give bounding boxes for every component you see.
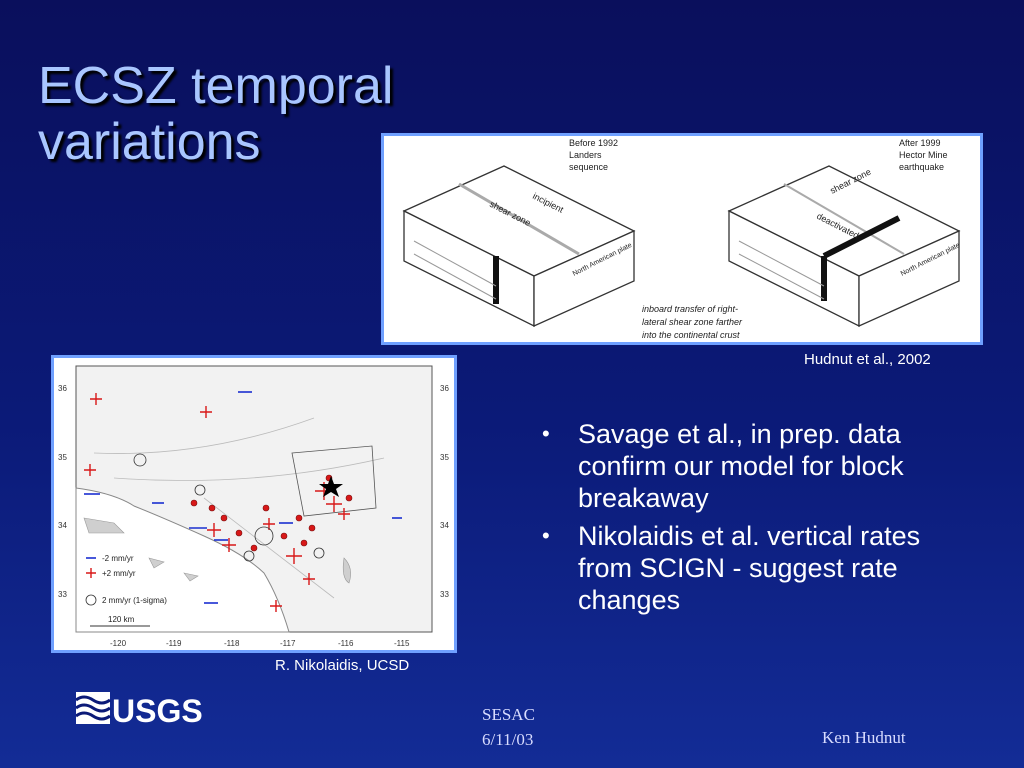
left-header-line-3: sequence <box>569 162 608 172</box>
note-line-2: lateral shear zone farther <box>642 317 743 327</box>
right-header-line-1: After 1999 <box>899 138 941 148</box>
lat-label-36: 36 <box>58 384 67 393</box>
block-diagram-svg: Before 1992 Landers sequence After 1999 … <box>402 138 961 340</box>
study-box <box>291 445 377 517</box>
lat-label-33: 33 <box>58 590 67 599</box>
right-block <box>727 165 961 328</box>
usgs-logo-text: USGS <box>112 693 203 728</box>
map-legend: -2 mm/yr +2 mm/yr 2 mm/yr (1-sigma) 120 … <box>85 554 167 627</box>
salton-sea <box>342 557 351 584</box>
velocity-symbols <box>84 391 402 612</box>
ocean <box>75 487 290 633</box>
left-block <box>402 165 636 328</box>
lat-label-33-right: 33 <box>440 590 449 599</box>
lon-label-115: -115 <box>394 639 410 648</box>
bullet-item: • Savage et al., in prep. data confirm o… <box>542 418 962 514</box>
lon-label-118: -118 <box>224 639 240 648</box>
title-line-2: variations <box>38 113 261 171</box>
right-header-line-2: Hector Mine <box>899 150 948 160</box>
footer-author: Ken Hudnut <box>822 728 906 747</box>
bullet-item: • Nikolaidis et al. vertical rates from … <box>542 520 962 616</box>
lat-label-34: 34 <box>58 521 67 530</box>
fault-lines <box>93 417 385 599</box>
right-header-line-3: earthquake <box>899 162 944 172</box>
top-figure-credit: Hudnut et al., 2002 <box>804 351 931 368</box>
block-diagram-figure: Before 1992 Landers sequence After 1999 … <box>381 133 983 345</box>
footer-event: SESAC <box>482 705 535 724</box>
islands <box>83 517 199 582</box>
left-header-line-1: Before 1992 <box>569 138 618 148</box>
lat-label-35-right: 35 <box>440 453 449 462</box>
bullet-text: Savage et al., in prep. data confirm our… <box>578 419 904 513</box>
title-line-1: ECSZ temporal <box>38 57 394 115</box>
lat-label-34-right: 34 <box>440 521 449 530</box>
velocity-map-svg: 36 35 34 33 36 35 34 33 -120 -119 -118 -… <box>58 365 449 648</box>
map-figure-credit: R. Nikolaidis, UCSD <box>275 657 410 674</box>
lon-label-116: -116 <box>338 639 354 648</box>
lon-label-120: -120 <box>110 639 127 648</box>
lat-label-36-right: 36 <box>440 384 449 393</box>
bullet-dot: • <box>542 421 550 446</box>
left-header-line-2: Landers <box>569 150 602 160</box>
slide-title: ECSZ temporal variations <box>38 58 498 170</box>
scale-label: 120 km <box>108 615 135 624</box>
lat-label-35: 35 <box>58 453 67 462</box>
epicenter-star <box>319 476 343 497</box>
bullet-dot: • <box>542 523 550 548</box>
bullet-text: Nikolaidis et al. vertical rates from SC… <box>578 521 921 615</box>
note-line-1: inboard transfer of right- <box>642 304 738 314</box>
legend-sigma: 2 mm/yr (1-sigma) <box>102 596 167 605</box>
legend-positive: +2 mm/yr <box>102 569 136 578</box>
lon-label-119: -119 <box>166 639 182 648</box>
bullet-list: • Savage et al., in prep. data confirm o… <box>542 418 962 622</box>
note-line-3: into the continental crust <box>642 330 740 340</box>
lon-label-117: -117 <box>280 639 296 648</box>
velocity-map-figure: 36 35 34 33 36 35 34 33 -120 -119 -118 -… <box>51 355 457 653</box>
usgs-wave-icon: USGS <box>75 692 203 729</box>
legend-negative: -2 mm/yr <box>102 554 134 563</box>
footer-date: 6/11/03 <box>482 730 534 749</box>
usgs-logo: USGS <box>75 690 208 729</box>
